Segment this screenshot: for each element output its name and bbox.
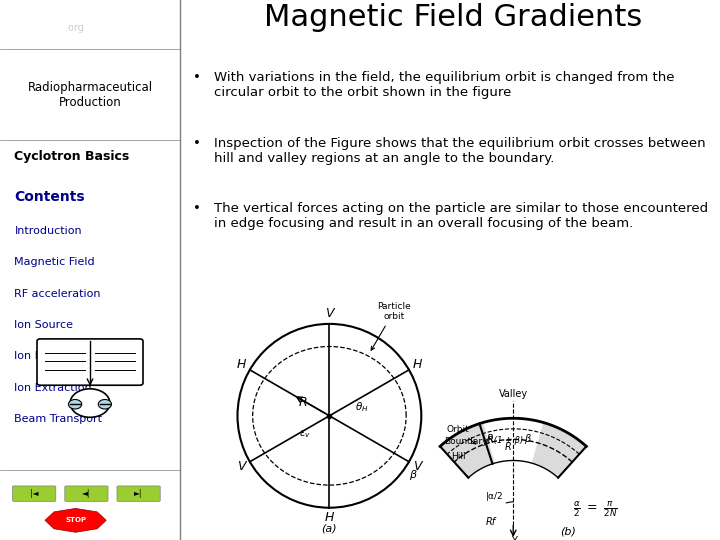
Text: Ion Injection: Ion Injection [14,351,83,361]
Text: •: • [192,202,200,215]
Text: Magnetic Field: Magnetic Field [14,258,95,267]
Text: $\theta_H$: $\theta_H$ [355,400,369,414]
Text: Contents: Contents [14,190,85,204]
Text: V: V [413,460,422,473]
Text: $\frac{\alpha}{2}\ =\ \frac{\pi}{2N}$: $\frac{\alpha}{2}\ =\ \frac{\pi}{2N}$ [572,500,618,519]
Text: RF acceleration: RF acceleration [14,288,101,299]
Text: R: R [487,434,494,444]
FancyBboxPatch shape [13,486,56,501]
FancyBboxPatch shape [65,486,108,501]
Text: $\varepsilon_v$: $\varepsilon_v$ [299,429,310,441]
Text: R: R [299,396,307,409]
Text: Rf: Rf [486,517,496,526]
Text: Boundary: Boundary [444,437,487,446]
Circle shape [99,400,112,409]
Text: Particle
orbit: Particle orbit [372,301,411,350]
Text: .org: .org [65,23,84,33]
Text: Ion Source: Ion Source [14,320,73,330]
Text: H: H [236,359,246,372]
Text: R: R [504,442,511,452]
Circle shape [70,389,110,417]
Text: Radiopharmaceutical
Production: Radiopharmaceutical Production [27,80,153,109]
Text: V: V [237,460,246,473]
FancyBboxPatch shape [37,339,143,385]
Text: (a): (a) [322,523,337,533]
Text: β: β [409,470,416,480]
Polygon shape [440,422,495,478]
Text: Valley: Valley [499,389,528,400]
Text: Beam Transport: Beam Transport [14,414,102,424]
Text: IAEA: IAEA [65,11,97,24]
Text: Orbit: Orbit [446,424,476,444]
Text: Introduction: Introduction [14,226,82,236]
Text: |α/2: |α/2 [486,491,503,501]
Polygon shape [531,422,586,478]
Text: Y: Y [511,536,517,540]
Text: H: H [413,359,423,372]
Text: •: • [192,137,200,150]
Text: β: β [524,434,531,444]
Text: V: V [325,307,333,320]
Text: Magnetic Field Gradients: Magnetic Field Gradients [264,3,643,32]
Text: Ion Extraction: Ion Extraction [14,382,92,393]
Text: Hill: Hill [451,452,466,461]
Text: ◄|: ◄| [82,489,91,498]
Text: With variations in the field, the equilibrium orbit is changed from the circular: With variations in the field, the equili… [214,71,675,99]
Text: |◄: |◄ [30,489,38,498]
Text: Inspection of the Figure shows that the equilibrium orbit crosses between hill a: Inspection of the Figure shows that the … [214,137,706,165]
FancyBboxPatch shape [117,486,160,501]
Text: Cyclotron Basics: Cyclotron Basics [14,150,130,163]
Circle shape [68,400,82,409]
Text: International Atomic Energy Agency: International Atomic Energy Agency [65,30,160,35]
Text: /R(1 + β): /R(1 + β) [485,436,523,445]
Text: H: H [325,511,334,524]
Text: (b): (b) [560,526,576,536]
Text: The vertical forces acting on the particle are similar to those encountered in e: The vertical forces acting on the partic… [214,202,708,230]
Text: •: • [192,71,200,84]
Text: STOP: STOP [65,517,86,523]
Text: ►|: ►| [135,489,143,498]
